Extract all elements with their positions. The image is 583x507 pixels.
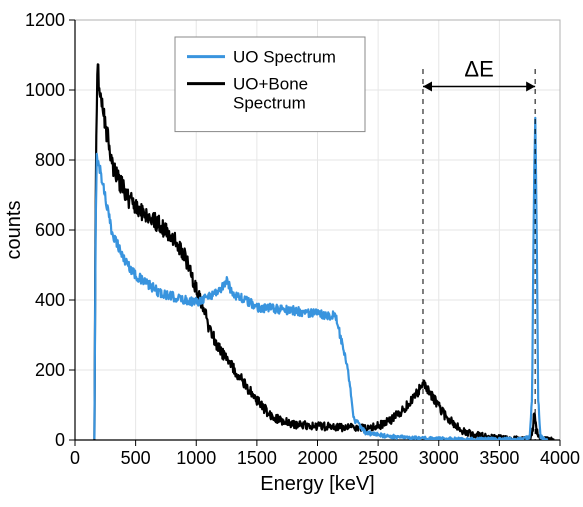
legend-label: UO Spectrum	[233, 48, 336, 67]
y-tick-label: 200	[35, 360, 65, 380]
deltae-label: ΔE	[464, 57, 493, 82]
legend-label: Spectrum	[233, 94, 306, 113]
y-tick-label: 800	[35, 150, 65, 170]
x-tick-label: 500	[121, 448, 151, 468]
legend-label: UO+Bone	[233, 75, 308, 94]
x-tick-label: 2000	[297, 448, 337, 468]
y-axis-label: counts	[3, 201, 25, 260]
x-tick-label: 1000	[176, 448, 216, 468]
x-axis-label: Energy [keV]	[260, 473, 375, 495]
x-tick-label: 1500	[237, 448, 277, 468]
y-tick-label: 400	[35, 290, 65, 310]
y-tick-label: 1000	[25, 80, 65, 100]
x-tick-label: 3000	[419, 448, 459, 468]
spectrum-chart: 0 500 1000 1500 2000 2500 3000 3500 4000 0 200 400 6…	[0, 0, 583, 507]
x-tick-label: 4000	[540, 448, 580, 468]
y-tick-label: 1200	[25, 10, 65, 30]
x-tick-label: 3500	[479, 448, 519, 468]
x-tick-label: 2500	[358, 448, 398, 468]
y-tick-label: 0	[55, 430, 65, 450]
y-tick-label: 600	[35, 220, 65, 240]
x-tick-label: 0	[70, 448, 80, 468]
